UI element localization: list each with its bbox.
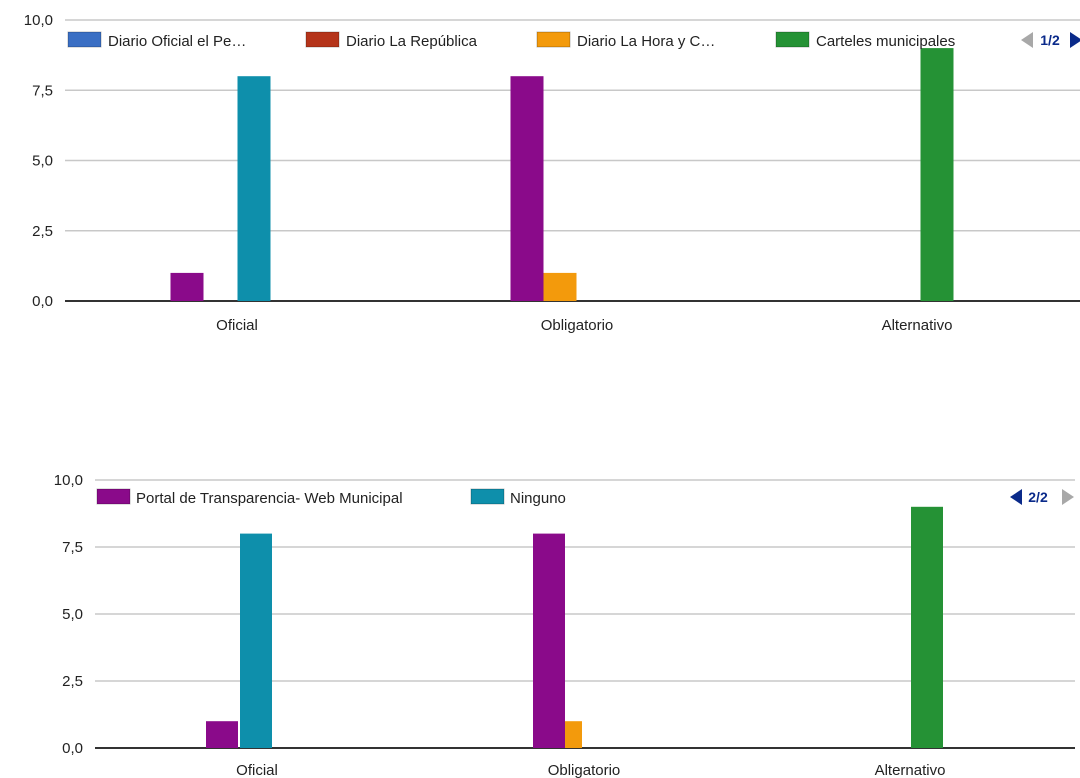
legend-item[interactable]: Diario Oficial el Pe… <box>68 32 246 50</box>
legend-item[interactable]: Ninguno <box>471 489 566 507</box>
y-tick-label: 5,0 <box>62 606 83 623</box>
legend-label: Diario La República <box>346 33 478 50</box>
pager-prev-icon[interactable] <box>1010 489 1022 505</box>
legend-swatch <box>306 32 339 47</box>
legend-label: Portal de Transparencia- Web Municipal <box>136 490 403 507</box>
bar-diario-hora-obligatorio[interactable] <box>544 273 577 301</box>
legend-swatch <box>68 32 101 47</box>
y-tick-label: 2,5 <box>32 223 53 240</box>
y-tick-label: 7,5 <box>62 539 83 556</box>
y-tick-label: 2,5 <box>62 673 83 690</box>
y-tick-label: 0,0 <box>62 740 83 757</box>
bar-portal-oficial[interactable] <box>171 273 204 301</box>
y-tick-label: 7,5 <box>32 82 53 99</box>
legend-item[interactable]: Diario La República <box>306 32 478 50</box>
x-category-label: Oficial <box>216 317 258 334</box>
legend-swatch <box>776 32 809 47</box>
legend-label: Ninguno <box>510 490 566 507</box>
pager-next-icon[interactable] <box>1070 32 1080 48</box>
chart-2: 0,0 2,5 5,0 7,5 10,0 Oficial Obligatorio Altern… <box>54 472 1075 778</box>
legend-label: Carteles municipales <box>816 33 955 50</box>
x-category-label: Obligatorio <box>548 762 621 778</box>
bar-portal-obligatorio[interactable] <box>533 534 565 748</box>
legend-label: Diario La Hora y C… <box>577 33 715 50</box>
y-tick-label: 5,0 <box>32 153 53 170</box>
chart-1: 0,0 2,5 5,0 7,5 10,0 Oficial Obligatorio Altern… <box>24 12 1080 334</box>
legend-item[interactable]: Diario La Hora y C… <box>537 32 715 50</box>
pager-prev-icon[interactable] <box>1021 32 1033 48</box>
legend: Diario Oficial el Pe… Diario La República… <box>68 32 955 50</box>
pager-label: 1/2 <box>1040 32 1060 48</box>
legend-pager: 1/2 <box>1021 32 1080 48</box>
bar-carteles-alternativo[interactable] <box>911 507 943 748</box>
legend-item[interactable]: Carteles municipales <box>776 32 955 50</box>
bar-portal-oficial[interactable] <box>206 721 238 748</box>
legend-pager: 2/2 <box>1010 489 1074 505</box>
legend-item[interactable]: Portal de Transparencia- Web Municipal <box>97 489 403 507</box>
y-tick-label: 0,0 <box>32 293 53 310</box>
legend: Portal de Transparencia- Web Municipal Ni… <box>97 489 566 507</box>
y-tick-label: 10,0 <box>54 472 83 489</box>
legend-swatch <box>537 32 570 47</box>
legend-label: Diario Oficial el Pe… <box>108 33 246 50</box>
legend-swatch <box>471 489 504 504</box>
x-category-label: Oficial <box>236 762 278 778</box>
bar-ninguno-oficial[interactable] <box>240 534 272 748</box>
pager-next-icon[interactable] <box>1062 489 1074 505</box>
legend-swatch <box>97 489 130 504</box>
y-tick-label: 10,0 <box>24 12 53 29</box>
bar-ninguno-oficial[interactable] <box>238 76 271 301</box>
x-category-label: Obligatorio <box>541 317 614 334</box>
bar-portal-obligatorio[interactable] <box>511 76 544 301</box>
x-category-label: Alternativo <box>875 762 946 778</box>
x-category-label: Alternativo <box>882 317 953 334</box>
bar-carteles-alternativo[interactable] <box>921 48 954 301</box>
pager-label: 2/2 <box>1028 489 1048 505</box>
